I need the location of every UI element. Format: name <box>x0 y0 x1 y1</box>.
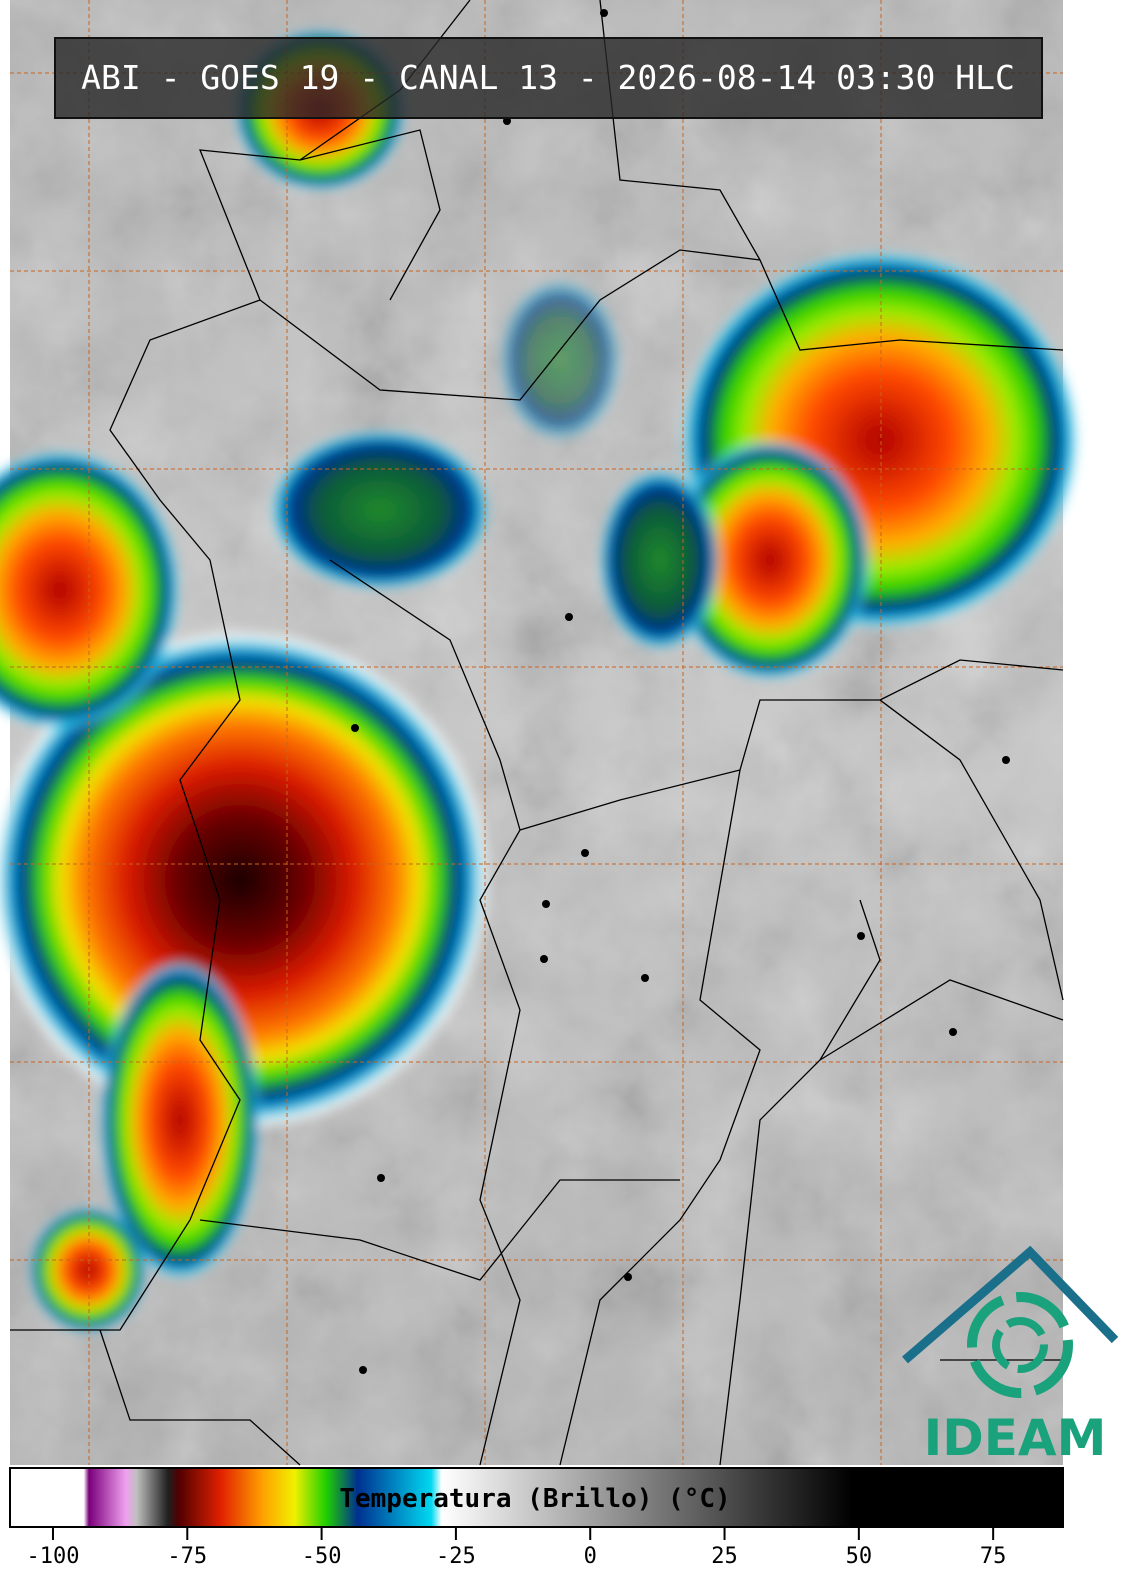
colorbar-tick-label: 0 <box>584 1544 597 1569</box>
map: IDEAM <box>0 0 1119 1467</box>
colorbar-tick-label: -50 <box>302 1544 342 1569</box>
colorbar: Temperatura (Brillo) (°C) <box>9 1467 1064 1528</box>
logo-text: IDEAM <box>924 1409 1107 1467</box>
ideam-logo: IDEAM <box>902 1245 1119 1467</box>
colorbar-tick-label: -100 <box>26 1544 79 1569</box>
colorbar-tick-label: -75 <box>167 1544 207 1569</box>
title: ABI - GOES 19 - CANAL 13 - 2026-08-14 03… <box>81 58 1015 97</box>
colorbar-scale <box>9 1467 1064 1528</box>
title-box: ABI - GOES 19 - CANAL 13 - 2026-08-14 03… <box>54 37 1043 119</box>
colorbar-tick-label: 75 <box>980 1544 1007 1569</box>
colorbar-tick-label: 50 <box>846 1544 873 1569</box>
colorbar-tick-label: 25 <box>711 1544 738 1569</box>
colorbar-tick-label: -25 <box>436 1544 476 1569</box>
colorbar-label: Temperatura (Brillo) (°C) <box>339 1484 730 1514</box>
